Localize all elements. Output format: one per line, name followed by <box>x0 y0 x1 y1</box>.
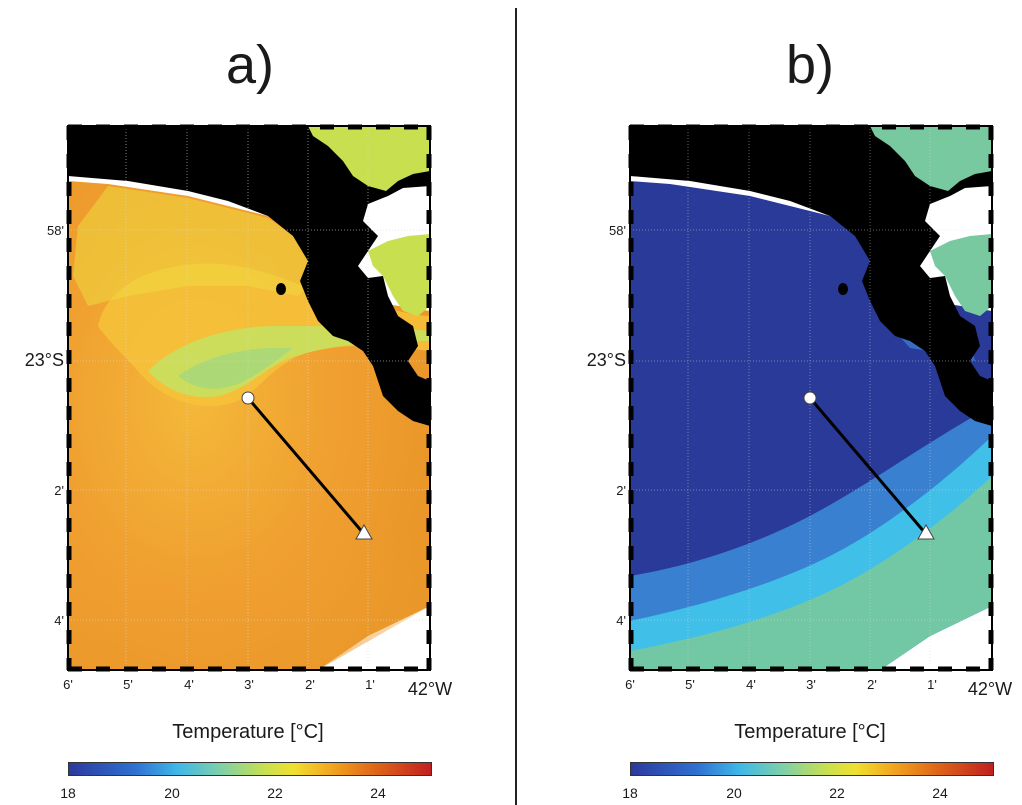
panel-a-xtick-5: 5' <box>123 677 133 692</box>
panel-a-northern-yellow <box>73 186 318 306</box>
panel-a-xtick-6: 6' <box>63 677 73 692</box>
panel-a-colorbar <box>68 762 432 776</box>
panel-a-xtick-4: 4' <box>184 677 194 692</box>
panel-divider <box>515 8 517 805</box>
panel-b-colorbar <box>630 762 994 776</box>
panel-b-colorbar-tick-18: 18 <box>622 785 638 801</box>
panel-a-xtick-1: 1' <box>365 677 375 692</box>
panel-a-colorbar-tick-24: 24 <box>370 785 386 801</box>
panel-a-transect <box>246 397 366 535</box>
panel-a-start-marker <box>241 391 255 405</box>
panel-b-frame-ticks <box>628 124 994 672</box>
panel-a-colorbar-tick-22: 22 <box>267 785 283 801</box>
panel-b-transect <box>808 397 928 535</box>
panel-b-land <box>630 126 992 426</box>
panel-b-xtick-3: 3' <box>806 677 816 692</box>
panel-a-ytick-4: 4' <box>54 613 64 628</box>
panel-b-island <box>838 283 848 295</box>
panel-b-ytick-2: 2' <box>616 483 626 498</box>
panel-b-ytick-4: 4' <box>616 613 626 628</box>
panel-b-nodata <box>880 606 992 670</box>
panel-b-xtick-6: 6' <box>625 677 635 692</box>
panel-b-xtick-5: 5' <box>685 677 695 692</box>
panel-b-ytick-58: 58' <box>609 223 626 238</box>
panel-b-green-band <box>630 476 992 670</box>
panel-a-land <box>68 126 430 426</box>
panel-a-inlet <box>308 126 430 191</box>
panel-b-xtick-42w: 42°W <box>967 679 1013 699</box>
panel-a-xtick-3: 3' <box>244 677 254 692</box>
panel-b-ytick-23s: 23°S <box>586 350 626 370</box>
panel-a-frame-ticks <box>66 124 432 672</box>
panel-b-inlet <box>870 126 992 191</box>
panel-a-xtick-42w: 42°W <box>407 679 453 699</box>
panel-b-xtick-2: 2' <box>867 677 877 692</box>
panel-b-title: b) <box>785 35 834 95</box>
panel-b-map <box>628 124 994 672</box>
panel-b-colorbar-tick-22: 22 <box>829 785 845 801</box>
panel-a-inlet-2 <box>368 234 430 316</box>
panel-b-colorbar-label: Temperature [°C] <box>734 721 886 743</box>
panel-a-swirl-core <box>178 347 293 389</box>
panel-b-start-marker <box>803 391 817 405</box>
panel-a-ytick-2: 2' <box>54 483 64 498</box>
panel-b-colorbar-tick-24: 24 <box>932 785 948 801</box>
panel-a-map <box>66 124 432 672</box>
panel-b-colorbar-tick-20: 20 <box>726 785 742 801</box>
panel-a-end-marker <box>355 523 373 540</box>
panel-a-ytick-23s: 23°S <box>24 350 64 370</box>
panel-a-colorbar-tick-20: 20 <box>164 785 180 801</box>
panel-a-island <box>276 283 286 295</box>
panel-a-nodata <box>318 606 430 670</box>
panel-b-inlet-2 <box>930 234 992 316</box>
panel-a-colorbar-tick-18: 18 <box>60 785 76 801</box>
panel-b-end-marker <box>917 523 935 540</box>
panel-a-colorbar-label: Temperature [°C] <box>172 721 324 743</box>
panel-a-title: a) <box>225 35 274 95</box>
panel-a-ytick-58: 58' <box>47 223 64 238</box>
panel-b-xtick-4: 4' <box>746 677 756 692</box>
panel-b-xtick-1: 1' <box>927 677 937 692</box>
panel-a-xtick-2: 2' <box>305 677 315 692</box>
